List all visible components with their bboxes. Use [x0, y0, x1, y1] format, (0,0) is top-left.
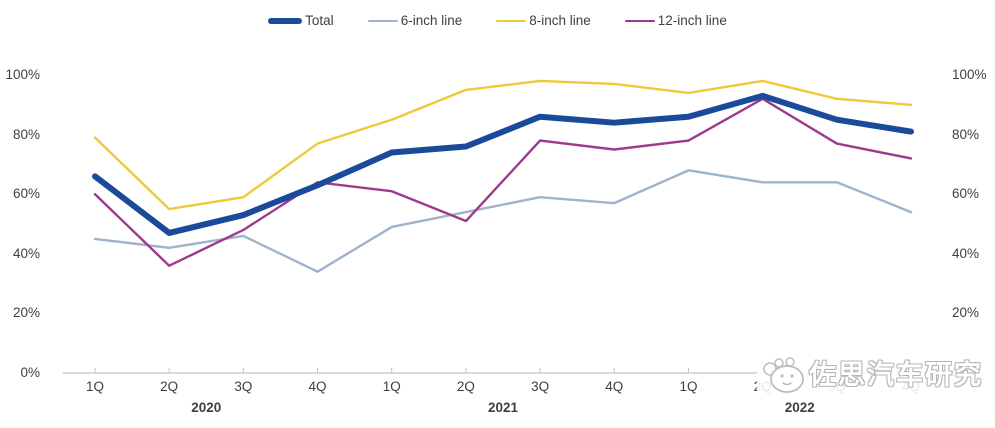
- legend-marker-icon: [268, 18, 303, 24]
- x-axis-label: 3Q: [531, 379, 550, 394]
- x-axis-label: 3Q: [234, 379, 253, 394]
- legend-item-total: Total: [268, 14, 334, 28]
- watermark-text: 佐思汽车研究: [809, 359, 983, 390]
- series-line-8-inch-line: [93, 79, 913, 211]
- legend-label: 8-inch line: [529, 13, 591, 28]
- legend-label: Total: [305, 13, 334, 28]
- y-axis-label-right: 60%: [952, 186, 980, 202]
- year-label-2021: 2021: [487, 400, 519, 415]
- y-axis-label-right: 20%: [952, 305, 980, 321]
- y-axis-label-left: 60%: [12, 186, 40, 202]
- y-axis-label-left: 20%: [12, 305, 40, 321]
- watermark-mascot-icon: [763, 357, 804, 393]
- series-line-12-inch-line: [93, 97, 913, 267]
- y-axis-label-left: 100%: [5, 67, 40, 82]
- x-axis-label: 2Q: [456, 379, 475, 394]
- watermark: 佐思汽车研究: [757, 351, 987, 399]
- y-axis-label-right: 100%: [952, 67, 987, 82]
- year-label-2022: 2022: [784, 400, 815, 415]
- y-axis-label-left: 0%: [20, 365, 40, 380]
- y-axis-label-right: 80%: [952, 126, 980, 142]
- chart-legend: Total 6-inch line 8-inch line 12-inch line: [0, 14, 995, 28]
- x-axis-label: 2Q: [160, 379, 179, 394]
- legend-item-12-inch-line: 12-inch line: [624, 13, 727, 28]
- y-axis-label-left: 80%: [12, 126, 40, 142]
- x-axis-label: 4Q: [308, 379, 327, 394]
- legend-item-8-inch-line: 8-inch line: [496, 14, 591, 28]
- x-axis-label: 4Q: [605, 379, 624, 394]
- legend-marker-icon: [496, 19, 527, 22]
- y-axis-label-left: 40%: [12, 245, 40, 261]
- legend-label: 6-inch line: [400, 13, 463, 28]
- legend-marker-icon: [367, 19, 398, 22]
- legend-item-6-inch-line: 6-inch line: [367, 13, 463, 28]
- series-line-total: [92, 92, 914, 236]
- legend-label: 12-inch line: [657, 13, 727, 28]
- x-axis-label: 1Q: [679, 379, 698, 394]
- x-axis-label: 1Q: [85, 379, 104, 394]
- legend-marker-icon: [624, 19, 655, 22]
- y-axis-label-right: 40%: [952, 245, 980, 261]
- year-label-2020: 2020: [191, 400, 222, 415]
- series-line-6-inch-line: [93, 169, 913, 273]
- x-axis-label: 1Q: [382, 379, 401, 394]
